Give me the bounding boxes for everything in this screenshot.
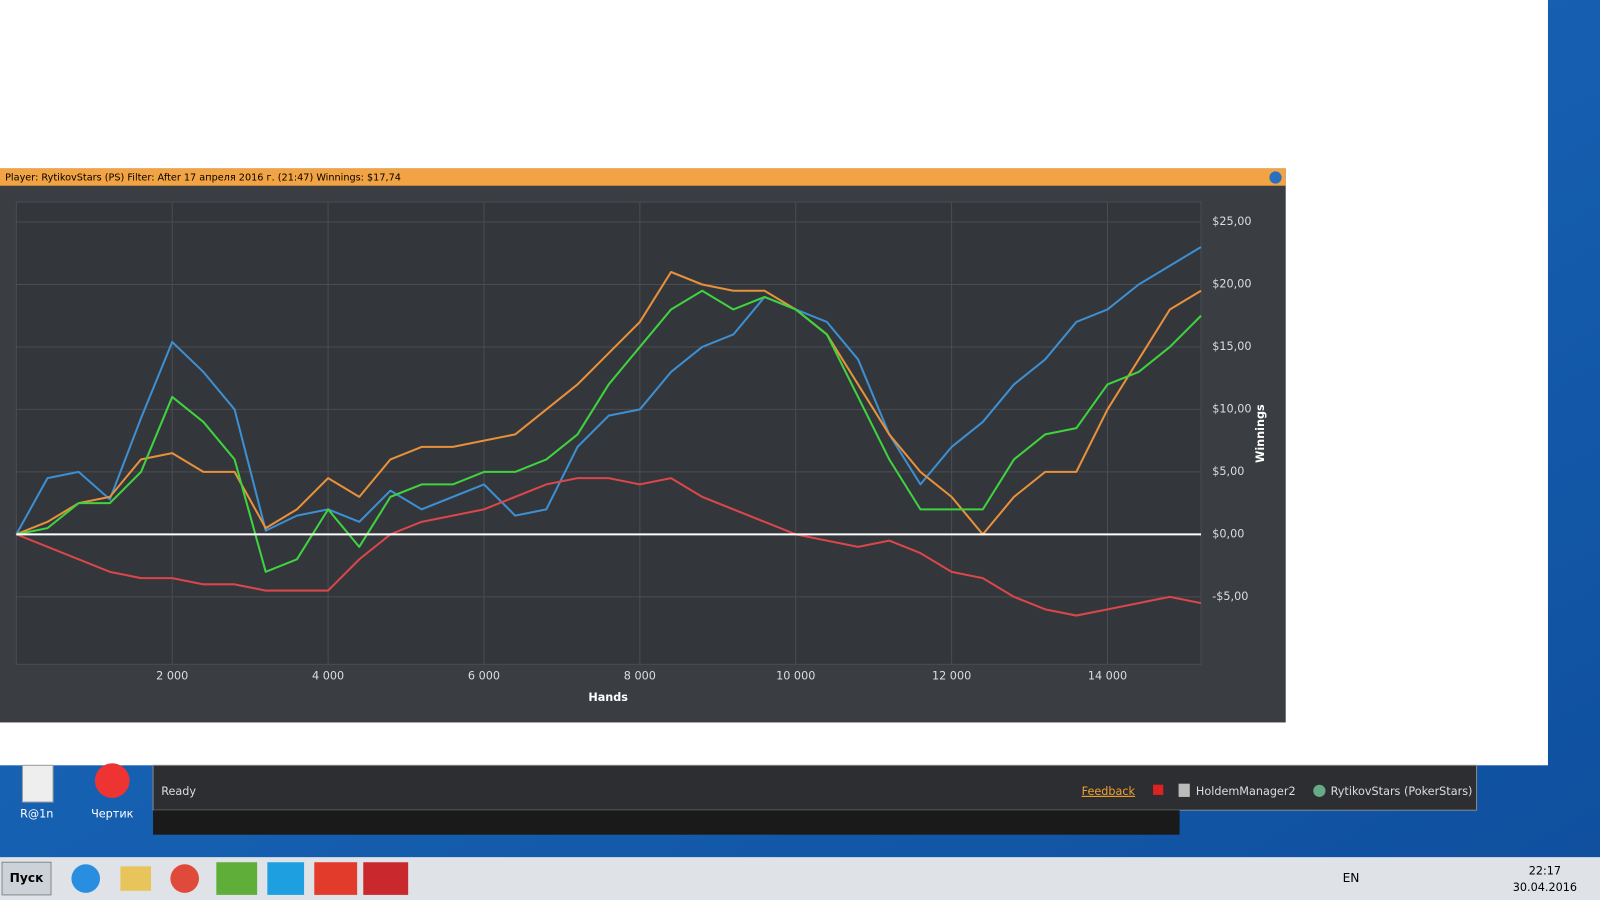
pokerstars-icon[interactable] (363, 862, 409, 895)
x-tick-label: 8 000 (624, 670, 656, 683)
chart-title: Player: RytikovStars (PS) Filter: After … (5, 173, 401, 184)
y-tick-label: $10,00 (1212, 402, 1251, 415)
x-axis-title: Hands (588, 691, 628, 704)
x-tick-label: 12 000 (932, 670, 971, 683)
background-window (153, 810, 1180, 835)
start-button[interactable] (1, 861, 52, 896)
taskbar (0, 857, 1600, 900)
y-tick-label: $15,00 (1212, 340, 1251, 353)
ie-icon[interactable] (71, 864, 100, 893)
feedback-link[interactable]: Feedback (1082, 785, 1136, 798)
language[interactable]: EN (1343, 871, 1360, 885)
icon-label[interactable]: R@1n (20, 807, 53, 820)
header-bar (0, 168, 1286, 186)
flag-icon (1153, 784, 1164, 795)
chrome-icon[interactable] (170, 864, 199, 893)
status-text: Ready (161, 785, 196, 798)
series-line (15, 246, 1202, 535)
devil-icon[interactable] (94, 763, 130, 798)
app-icon (1178, 783, 1190, 797)
x-tick-label: 2 000 (156, 670, 188, 683)
x-tick-label: 10 000 (776, 670, 815, 683)
icon-label[interactable]: Чертик (91, 807, 134, 820)
y-axis-title: Winnings (1254, 404, 1267, 463)
plot-area (15, 201, 1202, 665)
clock-time[interactable]: 22:17 (1529, 864, 1561, 877)
y-tick-label: $5,00 (1212, 465, 1244, 478)
help-button[interactable] (1269, 171, 1282, 184)
x-tick-label: 4 000 (312, 670, 344, 683)
app-name: HoldemManager2 (1196, 785, 1296, 798)
y-tick-label: -$5,00 (1212, 590, 1248, 603)
series-line (15, 270, 1202, 536)
start-label[interactable]: Пуск (10, 871, 44, 885)
hm2-icon[interactable] (314, 862, 358, 895)
y-tick-label: $20,00 (1212, 277, 1251, 290)
x-tick-label: 14 000 (1088, 670, 1127, 683)
utorrent-icon[interactable] (216, 862, 258, 895)
player-icon (1313, 784, 1326, 797)
y-tick-label: $0,00 (1212, 527, 1244, 540)
series-line (15, 477, 1202, 617)
skype-icon[interactable] (267, 862, 305, 895)
clock-date[interactable]: 30.04.2016 (1513, 881, 1577, 894)
y-tick-label: $25,00 (1212, 215, 1251, 228)
player-name[interactable]: RytikovStars (PokerStars) (1331, 785, 1473, 798)
x-tick-label: 6 000 (468, 670, 500, 683)
series-line (16, 289, 1202, 573)
explorer-icon[interactable] (120, 866, 152, 891)
file-icon[interactable] (21, 764, 54, 803)
